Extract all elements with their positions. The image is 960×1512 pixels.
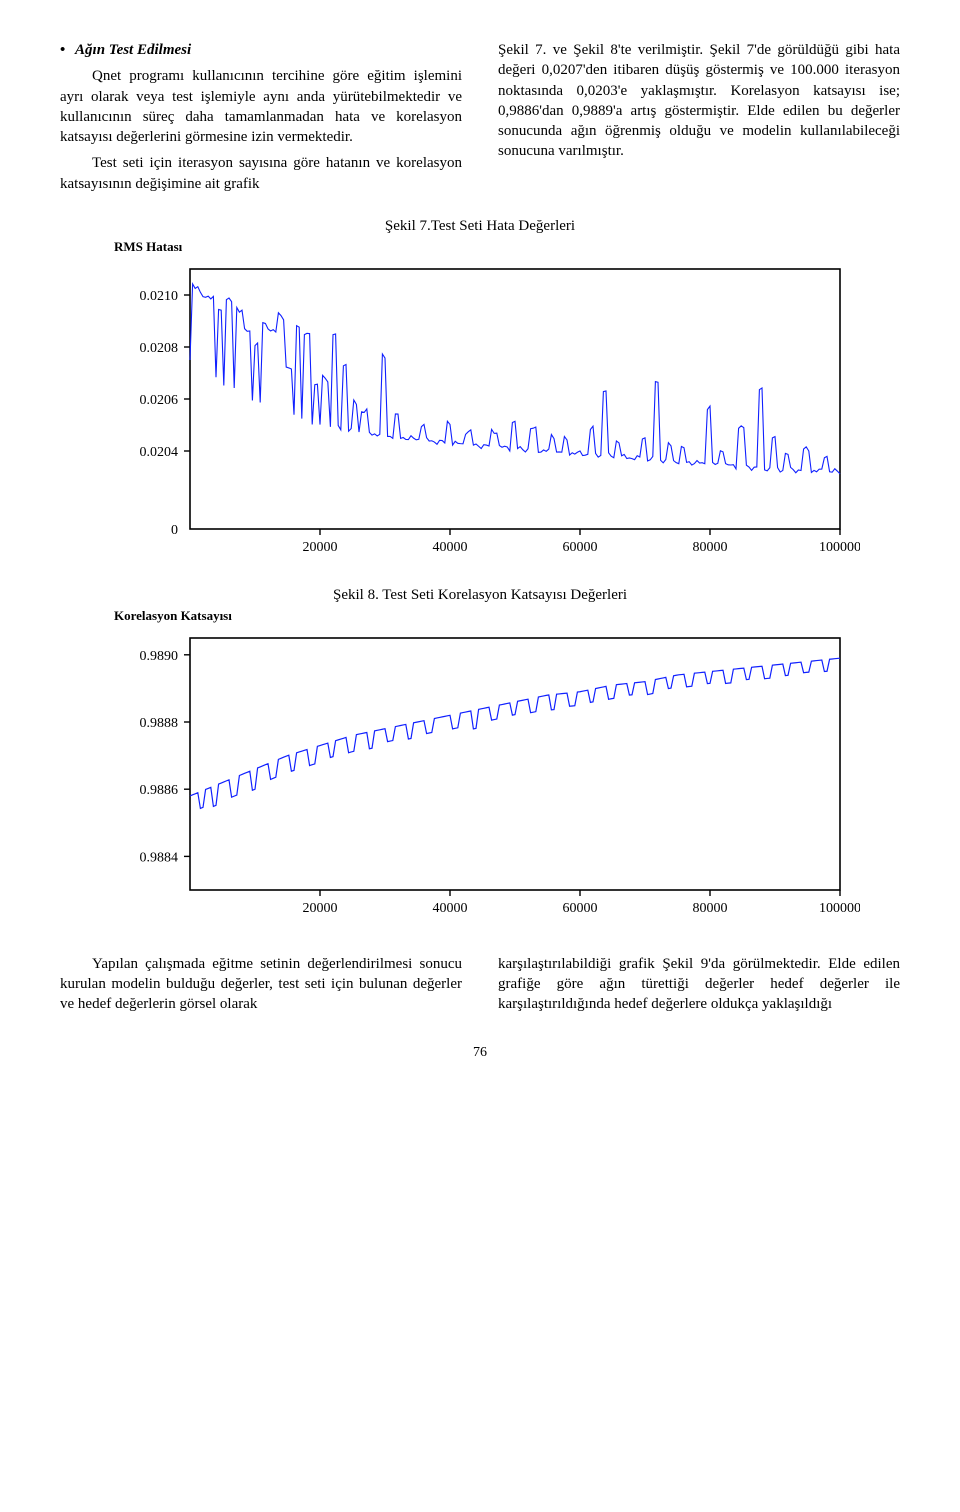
svg-text:0.9888: 0.9888 [140, 716, 179, 731]
fig8-chart: Korelasyon Katsayısı 0.98840.98860.98880… [100, 608, 860, 928]
page-number: 76 [60, 1045, 900, 1061]
svg-text:0.0204: 0.0204 [140, 445, 179, 460]
svg-text:60000: 60000 [563, 901, 598, 916]
fig7-ylabel: RMS Hatası [114, 239, 860, 255]
fig7-svg: 0.0204 0.0206 0.0208 0.0210 0 20000 40000 60000… [100, 259, 860, 569]
svg-text:80000: 80000 [693, 901, 728, 916]
top-right-column: Şekil 7. ve Şekil 8'te verilmiştir. Şeki… [498, 40, 900, 200]
svg-text:0.0210: 0.0210 [140, 289, 179, 304]
svg-text:0: 0 [171, 523, 178, 538]
svg-text:80000: 80000 [693, 540, 728, 555]
svg-text:100000: 100000 [819, 540, 860, 555]
para-bottom-left: Yapılan çalışmada eğitme setinin değerle… [60, 954, 462, 1015]
fig7-caption: Şekil 7.Test Seti Hata Değerleri [60, 218, 900, 235]
bottom-text-block: Yapılan çalışmada eğitme setinin değerle… [60, 954, 900, 1021]
bottom-left-column: Yapılan çalışmada eğitme setinin değerle… [60, 954, 462, 1021]
fig8-svg: 0.9884 0.9886 0.9888 0.9890 20000 40000 60000 8… [100, 628, 860, 928]
svg-text:20000: 20000 [303, 540, 338, 555]
svg-text:60000: 60000 [563, 540, 598, 555]
bottom-right-column: karşılaştırılabildiği grafik Şekil 9'da … [498, 954, 900, 1021]
fig7-chart: RMS Hatası 0.0204 0.0206 0.0208 0.0210 0 2000… [100, 239, 860, 569]
svg-text:40000: 40000 [433, 540, 468, 555]
section-title: Ağın Test Edilmesi [75, 42, 191, 58]
fig8-caption: Şekil 8. Test Seti Korelasyon Katsayısı … [60, 587, 900, 604]
svg-text:100000: 100000 [819, 901, 860, 916]
svg-text:0.9890: 0.9890 [140, 649, 179, 664]
bullet-marker: • [60, 42, 65, 58]
svg-text:40000: 40000 [433, 901, 468, 916]
svg-text:20000: 20000 [303, 901, 338, 916]
para-left-1: Qnet programı kullanıcının tercihine gör… [60, 66, 462, 147]
svg-text:0.0206: 0.0206 [140, 393, 179, 408]
svg-text:0.9886: 0.9886 [140, 783, 179, 798]
svg-text:0.0208: 0.0208 [140, 341, 179, 356]
svg-text:0.9884: 0.9884 [140, 850, 179, 865]
para-right-1: Şekil 7. ve Şekil 8'te verilmiştir. Şeki… [498, 40, 900, 162]
fig8-ylabel: Korelasyon Katsayısı [114, 608, 860, 624]
para-left-2: Test seti için iterasyon sayısına göre h… [60, 153, 462, 194]
para-bottom-right: karşılaştırılabildiği grafik Şekil 9'da … [498, 954, 900, 1015]
top-left-column: • Ağın Test Edilmesi Qnet programı kulla… [60, 40, 462, 200]
top-text-block: • Ağın Test Edilmesi Qnet programı kulla… [60, 40, 900, 200]
